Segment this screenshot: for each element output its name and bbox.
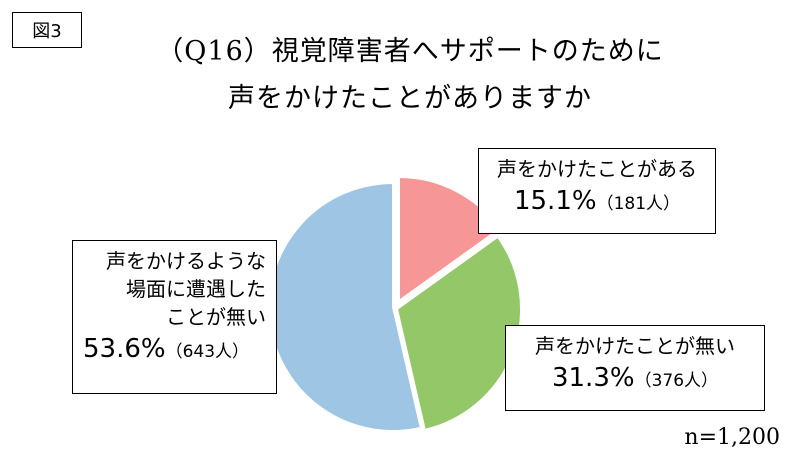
label-value: 53.6%（643人）	[83, 331, 266, 367]
label-value: 15.1%（181人）	[489, 183, 705, 219]
figure-label: 図3	[12, 12, 82, 48]
label-text: ことが無い	[166, 305, 266, 329]
percent-label: 15.1%	[513, 186, 597, 216]
percent-label: 31.3%	[551, 363, 635, 393]
label-text: 場面に遭遇した	[126, 277, 266, 301]
label-text: 声をかけるような	[106, 249, 266, 273]
chart-title-line-1: （Q16）視覚障害者へサポートのために	[156, 36, 664, 67]
count-label: （181人）	[596, 194, 681, 214]
label-text: 声をかけたことが無い	[535, 334, 735, 358]
count-label: （643人）	[165, 342, 250, 362]
label-value: 31.3%（376人）	[516, 360, 754, 396]
count-label: （376人）	[634, 371, 719, 391]
chart-title-line-2: 声をかけたことがありますか	[228, 83, 592, 114]
percent-label: 53.6%	[83, 334, 166, 364]
label-box-spoke: 声をかけたことがある 15.1%（181人）	[478, 148, 716, 234]
label-box-not-spoke: 声をかけたことが無い 31.3%（376人）	[505, 325, 765, 411]
label-box-no-occasion: 声をかけるような 場面に遭遇した ことが無い 53.6%（643人）	[72, 240, 277, 394]
label-text: 声をかけたことがある	[497, 157, 697, 181]
sample-size-label: n=1,200	[684, 425, 780, 450]
